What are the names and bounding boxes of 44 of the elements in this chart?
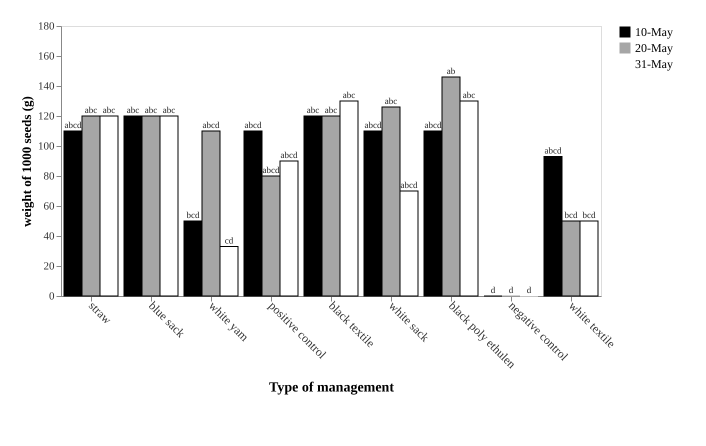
data-label: d	[490, 285, 496, 295]
y-tick-label: 40	[44, 230, 55, 242]
data-label: abc	[462, 90, 476, 100]
data-label: abcd	[544, 146, 562, 156]
legend-label: 10-May	[635, 25, 673, 39]
data-label: abcd	[364, 120, 382, 130]
y-axis-title: weight of 1000 seeds (g)	[19, 96, 34, 227]
data-label: cd	[224, 236, 234, 246]
data-label: d	[526, 285, 532, 295]
data-label: bcd	[564, 210, 578, 220]
data-label: abc	[384, 96, 398, 106]
data-label: abc	[102, 105, 116, 115]
data-label: bcd	[186, 210, 200, 220]
data-label: abc	[84, 105, 98, 115]
text: 31-May	[635, 57, 673, 71]
data-label: abc	[144, 105, 158, 115]
data-label: abcd	[64, 120, 82, 130]
data-label: abcd	[280, 150, 298, 160]
data-label: abc	[162, 105, 176, 115]
legend-label: 20-May	[635, 41, 673, 55]
x-tick-label: straw	[86, 298, 115, 328]
y-tick-label: 20	[44, 260, 55, 272]
data-label: abc	[126, 105, 140, 115]
y-tick-label: 160	[38, 50, 55, 62]
data-label: bcd	[582, 210, 596, 220]
y-tick-label: 80	[44, 170, 55, 182]
y-tick-label: 140	[38, 80, 55, 92]
data-label: ab	[446, 66, 456, 76]
data-label: abc	[306, 105, 320, 115]
data-label: abcd	[400, 180, 418, 190]
data-label: d	[508, 285, 514, 295]
x-axis-title: Type of management	[269, 380, 394, 396]
data-label: abc	[342, 90, 356, 100]
y-tick-label: 0	[49, 290, 55, 302]
data-label: abcd	[202, 120, 220, 130]
data-label: abcd	[244, 120, 262, 130]
y-tick-label: 60	[44, 200, 55, 212]
data-label: abcd	[424, 120, 442, 130]
y-tick-label: 100	[38, 140, 55, 152]
data-label: abc	[324, 105, 338, 115]
y-tick-label: 120	[38, 110, 55, 122]
x-tick-label: blue sack	[146, 298, 188, 340]
y-tick-label: 180	[38, 20, 55, 32]
data-label: abcd	[262, 165, 280, 175]
